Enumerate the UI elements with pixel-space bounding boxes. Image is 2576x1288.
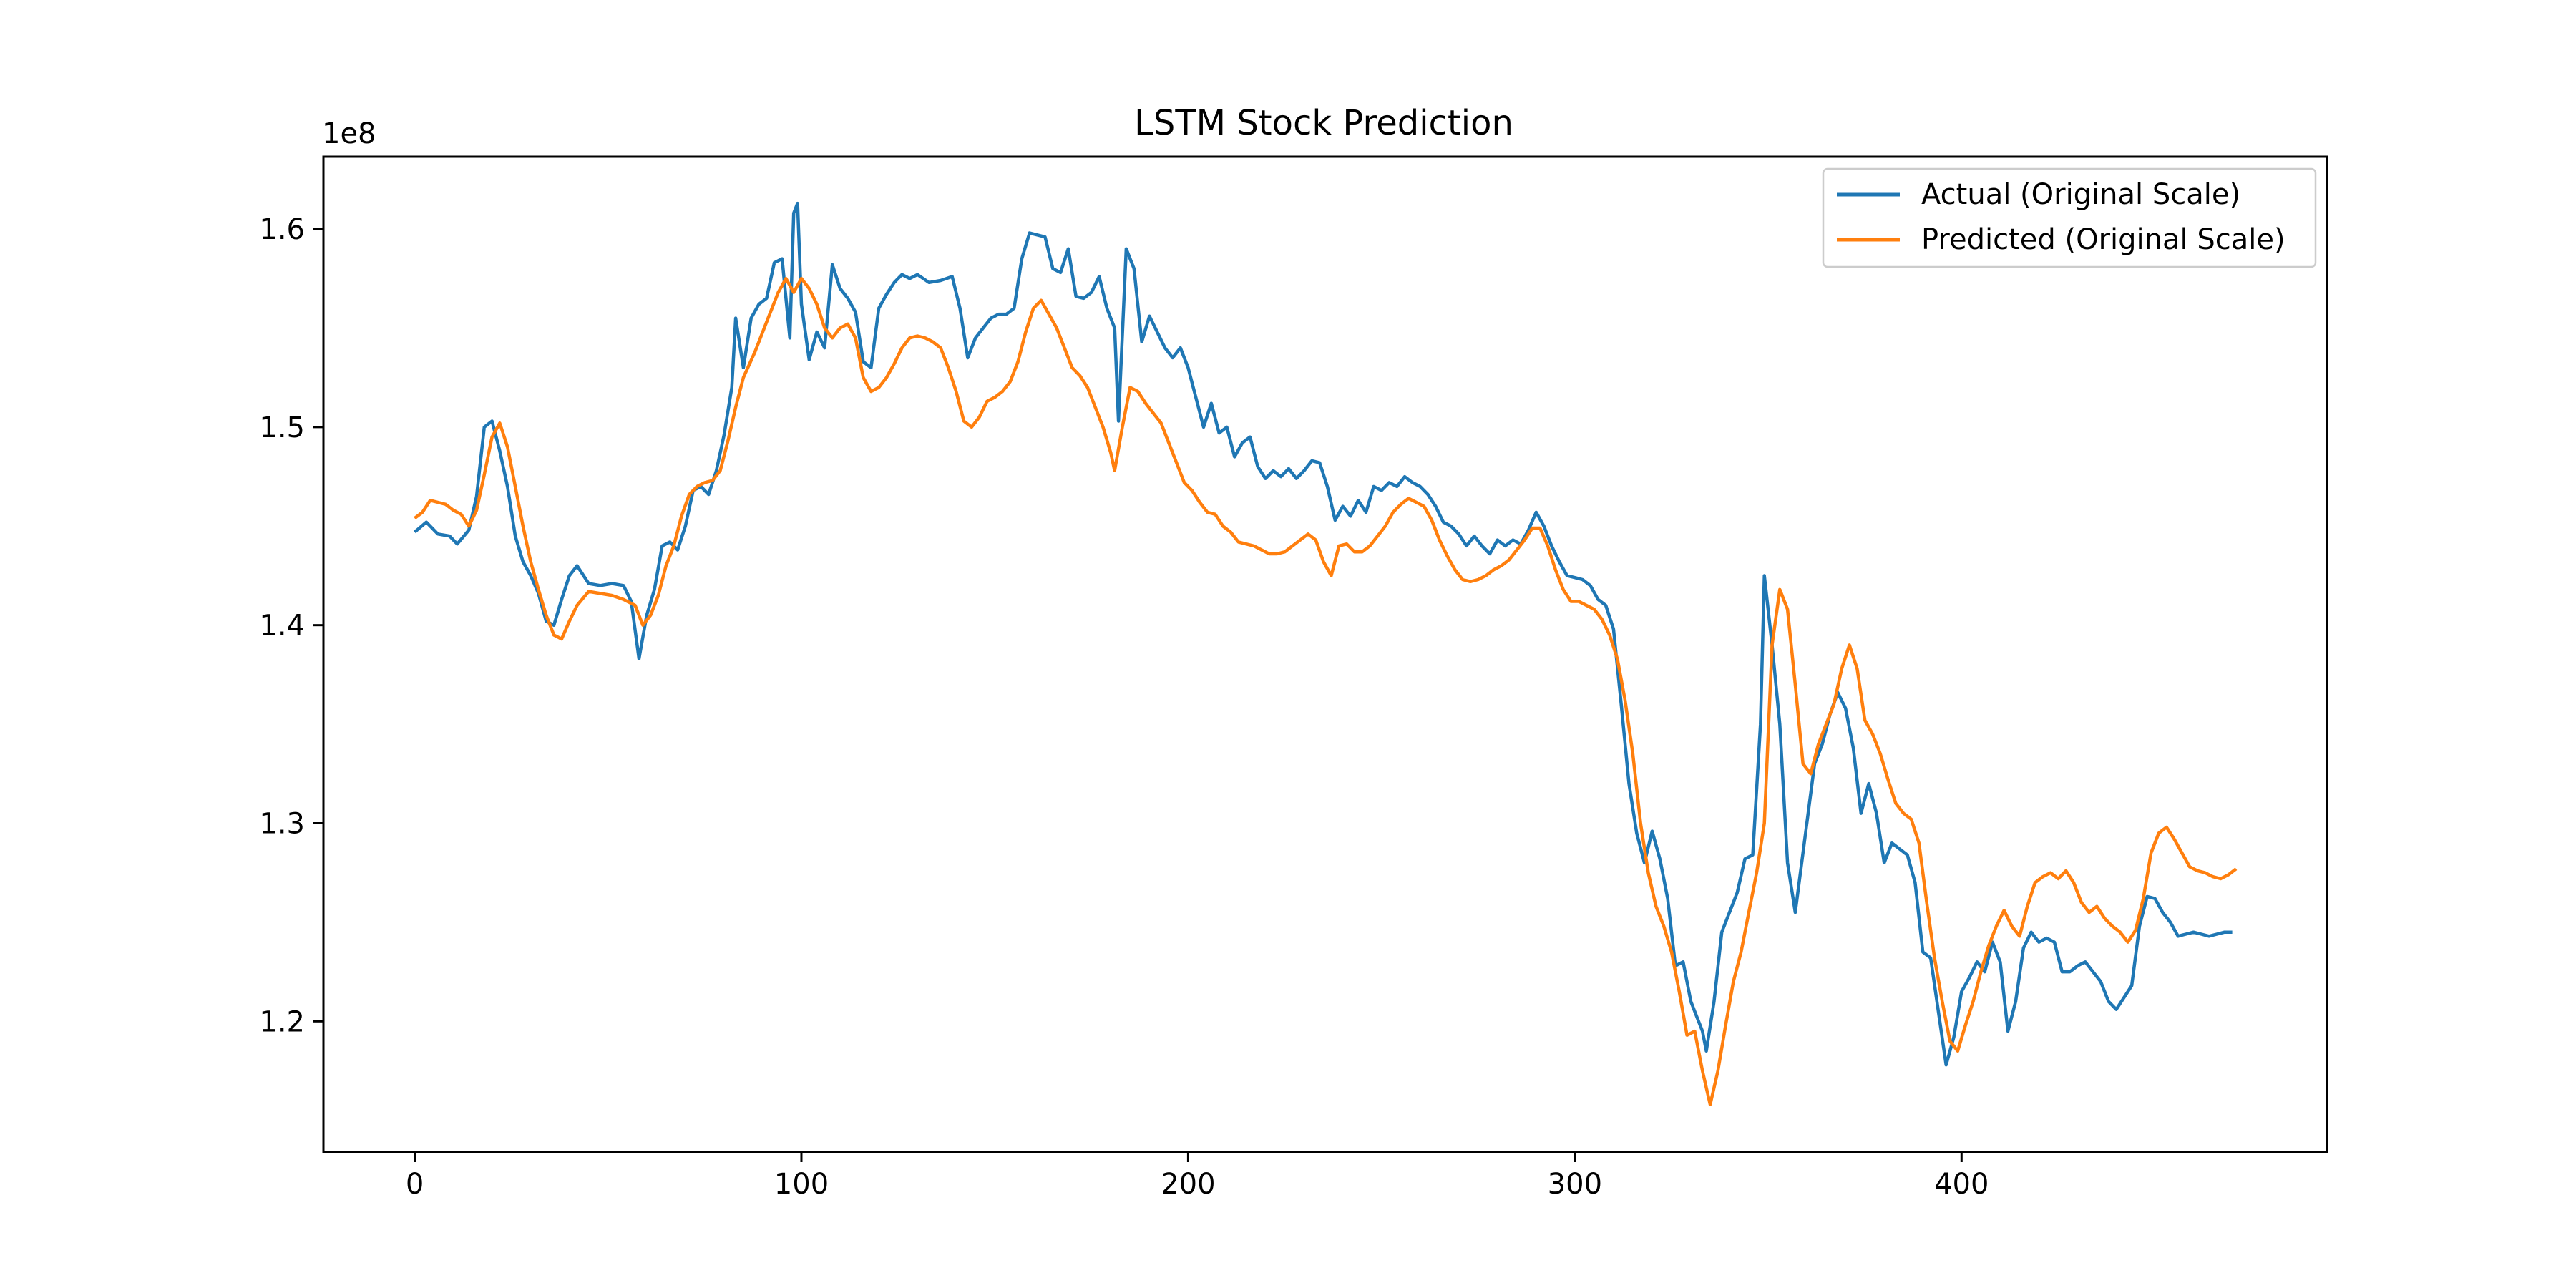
x-tick-label: 100 — [774, 1168, 829, 1201]
chart-title: LSTM Stock Prediction — [1134, 103, 1513, 143]
y-tick-label: 1.3 — [259, 807, 305, 840]
legend: Actual (Original Scale) Predicted (Origi… — [1822, 167, 2317, 268]
legend-label-predicted: Predicted (Original Scale) — [1921, 223, 2285, 256]
y-tick-label: 1.2 — [259, 1005, 305, 1038]
x-tick-label: 0 — [406, 1168, 424, 1201]
series-layer — [414, 201, 2238, 1106]
x-axis: 0 100 200 300 400 — [406, 1152, 1989, 1201]
y-offset-label: 1e8 — [322, 117, 376, 150]
series-line-predicted — [414, 276, 2238, 1106]
legend-box — [1822, 167, 2317, 268]
axes-frame — [322, 155, 2328, 1153]
x-tick-label: 200 — [1161, 1168, 1215, 1201]
legend-label-actual: Actual (Original Scale) — [1921, 178, 2240, 211]
y-tick-label: 1.4 — [259, 610, 305, 643]
y-axis: 1.2 1.3 1.4 1.5 1.6 — [259, 213, 323, 1038]
y-tick-label: 1.6 — [259, 213, 305, 246]
plot-area — [322, 155, 2328, 1153]
series-line-actual — [414, 201, 2233, 1067]
x-tick-label: 300 — [1548, 1168, 1602, 1201]
y-tick-label: 1.5 — [259, 411, 305, 444]
x-tick-label: 400 — [1934, 1168, 1989, 1201]
